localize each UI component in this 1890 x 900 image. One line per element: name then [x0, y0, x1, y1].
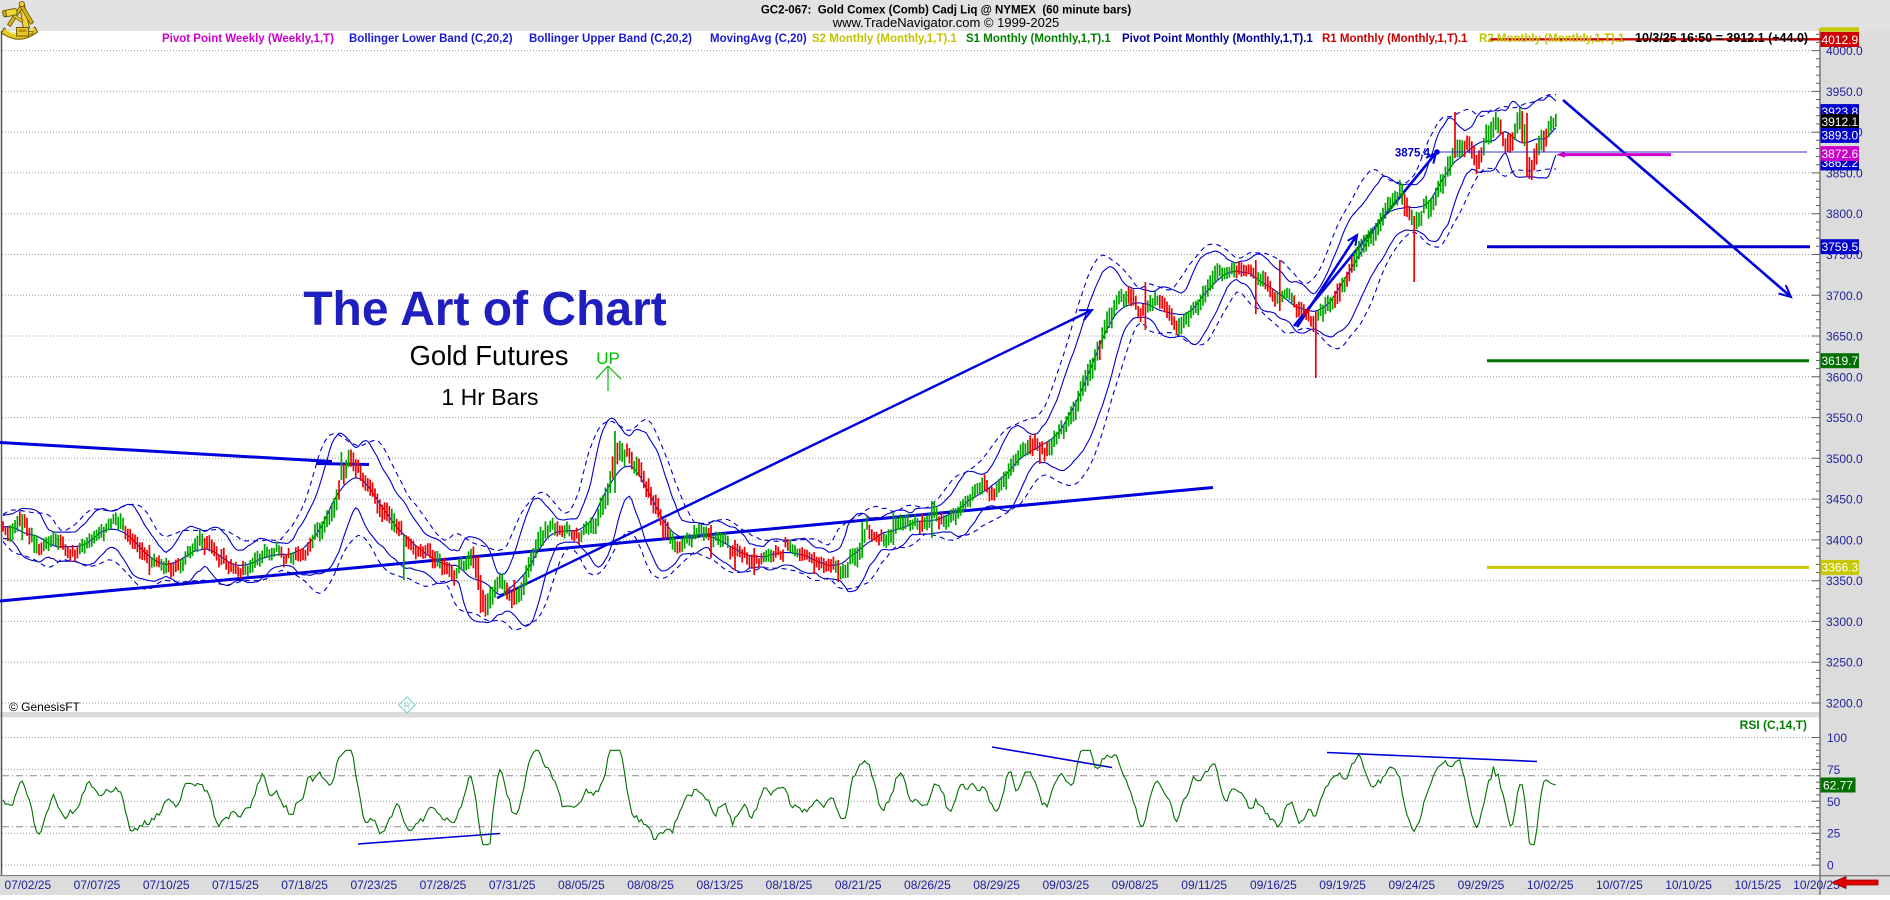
svg-text:09/19/25: 09/19/25: [1319, 878, 1366, 892]
svg-text:08/29/25: 08/29/25: [973, 878, 1020, 892]
svg-text:3912.1: 3912.1: [1821, 115, 1858, 129]
svg-text:10/02/25: 10/02/25: [1527, 878, 1574, 892]
svg-text:3200.0: 3200.0: [1826, 697, 1863, 711]
svg-text:www.TradeNavigator.com © 1999-: www.TradeNavigator.com © 1999-2025: [832, 15, 1060, 30]
svg-text:Pivot Point Monthly (Monthly,1: Pivot Point Monthly (Monthly,1,T).1: [1122, 33, 1313, 45]
svg-text:GC2-067: Gold Comex (Comb) Ca: GC2-067: Gold Comex (Comb) Cadj Liq @ NY…: [761, 5, 1131, 17]
svg-text:09/29/25: 09/29/25: [1458, 878, 1505, 892]
svg-text:3800.0: 3800.0: [1826, 207, 1863, 221]
svg-text:10/10/25: 10/10/25: [1665, 878, 1712, 892]
svg-text:07/02/25: 07/02/25: [4, 878, 51, 892]
svg-text:09/03/25: 09/03/25: [1042, 878, 1089, 892]
svg-text:R2 Monthly (Monthly,1,T).1: R2 Monthly (Monthly,1,T).1: [1479, 33, 1625, 45]
svg-text:S1 Monthly (Monthly,1,T).1: S1 Monthly (Monthly,1,T).1: [966, 33, 1111, 45]
svg-text:62.77: 62.77: [1823, 778, 1853, 792]
svg-text:3619.7: 3619.7: [1821, 354, 1858, 368]
svg-text:08/21/25: 08/21/25: [835, 878, 882, 892]
svg-text:S2 Monthly (Monthly,1,T).1: S2 Monthly (Monthly,1,T).1: [812, 33, 957, 45]
svg-text:3300.0: 3300.0: [1826, 615, 1863, 629]
svg-text:3759.5: 3759.5: [1821, 240, 1858, 254]
svg-text:08/08/25: 08/08/25: [627, 878, 674, 892]
svg-text:07/28/25: 07/28/25: [420, 878, 467, 892]
svg-text:3872.6: 3872.6: [1821, 147, 1858, 161]
svg-text:R1 Monthly (Monthly,1,T).1: R1 Monthly (Monthly,1,T).1: [1322, 33, 1468, 45]
svg-text:25: 25: [1827, 827, 1841, 841]
svg-text:UP: UP: [596, 349, 620, 368]
svg-text:3893.0: 3893.0: [1821, 129, 1858, 143]
svg-text:08/05/25: 08/05/25: [558, 878, 605, 892]
svg-text:10/07/25: 10/07/25: [1596, 878, 1643, 892]
svg-text:09/08/25: 09/08/25: [1112, 878, 1159, 892]
svg-text:07/18/25: 07/18/25: [281, 878, 328, 892]
svg-text:3700.0: 3700.0: [1826, 289, 1863, 303]
svg-text:3500.0: 3500.0: [1826, 452, 1863, 466]
svg-text:The Art of Chart: The Art of Chart: [303, 283, 667, 336]
svg-text:08/18/25: 08/18/25: [766, 878, 813, 892]
svg-text:3600.0: 3600.0: [1826, 370, 1863, 384]
svg-text:MovingAvg (C,20): MovingAvg (C,20): [710, 33, 807, 45]
svg-text:© GenesisFT: © GenesisFT: [9, 700, 81, 714]
svg-text:09/24/25: 09/24/25: [1388, 878, 1435, 892]
svg-text:08/26/25: 08/26/25: [904, 878, 951, 892]
svg-text:3366.3: 3366.3: [1821, 561, 1858, 575]
svg-text:Pivot Point Weekly (Weekly,1,T: Pivot Point Weekly (Weekly,1,T): [162, 33, 334, 45]
svg-text:1 Hr Bars: 1 Hr Bars: [441, 384, 538, 410]
svg-text:Bollinger Lower Band (C,20,2): Bollinger Lower Band (C,20,2): [349, 33, 513, 45]
svg-text:10/15/25: 10/15/25: [1734, 878, 1781, 892]
svg-text:07/23/25: 07/23/25: [350, 878, 397, 892]
svg-text:09/11/25: 09/11/25: [1181, 878, 1227, 892]
svg-text:100: 100: [1827, 731, 1847, 745]
svg-text:50: 50: [1827, 795, 1841, 809]
svg-text:Bollinger Upper Band (C,20,2): Bollinger Upper Band (C,20,2): [529, 33, 692, 45]
svg-text:3450.0: 3450.0: [1826, 493, 1863, 507]
svg-text:07/31/25: 07/31/25: [489, 878, 536, 892]
svg-text:07/07/25: 07/07/25: [74, 878, 121, 892]
svg-text:3250.0: 3250.0: [1826, 656, 1863, 670]
svg-text:75: 75: [1827, 763, 1841, 777]
svg-text:R: R: [404, 701, 410, 711]
svg-text:10/3/25 16:50 = 3912.1 (+44.0): 10/3/25 16:50 = 3912.1 (+44.0): [1635, 31, 1808, 45]
svg-text:3550.0: 3550.0: [1826, 411, 1863, 425]
svg-text:0: 0: [1827, 859, 1834, 873]
svg-text:07/10/25: 07/10/25: [143, 878, 190, 892]
svg-text:3350.0: 3350.0: [1826, 574, 1863, 588]
svg-text:10/20/25: 10/20/25: [1793, 878, 1840, 892]
svg-text:3400.0: 3400.0: [1826, 533, 1863, 547]
svg-text:4000.0: 4000.0: [1826, 44, 1863, 58]
svg-text:07/15/25: 07/15/25: [212, 878, 259, 892]
svg-text:3875.4: 3875.4: [1395, 148, 1431, 160]
svg-text:Gold Futures: Gold Futures: [410, 340, 569, 371]
svg-text:09/16/25: 09/16/25: [1250, 878, 1297, 892]
svg-text:4012.9: 4012.9: [1821, 33, 1858, 47]
svg-text:RSI (C,14,T): RSI (C,14,T): [1740, 718, 1807, 732]
svg-text:3650.0: 3650.0: [1826, 330, 1863, 344]
svg-text:3950.0: 3950.0: [1826, 85, 1863, 99]
svg-text:08/13/25: 08/13/25: [696, 878, 743, 892]
